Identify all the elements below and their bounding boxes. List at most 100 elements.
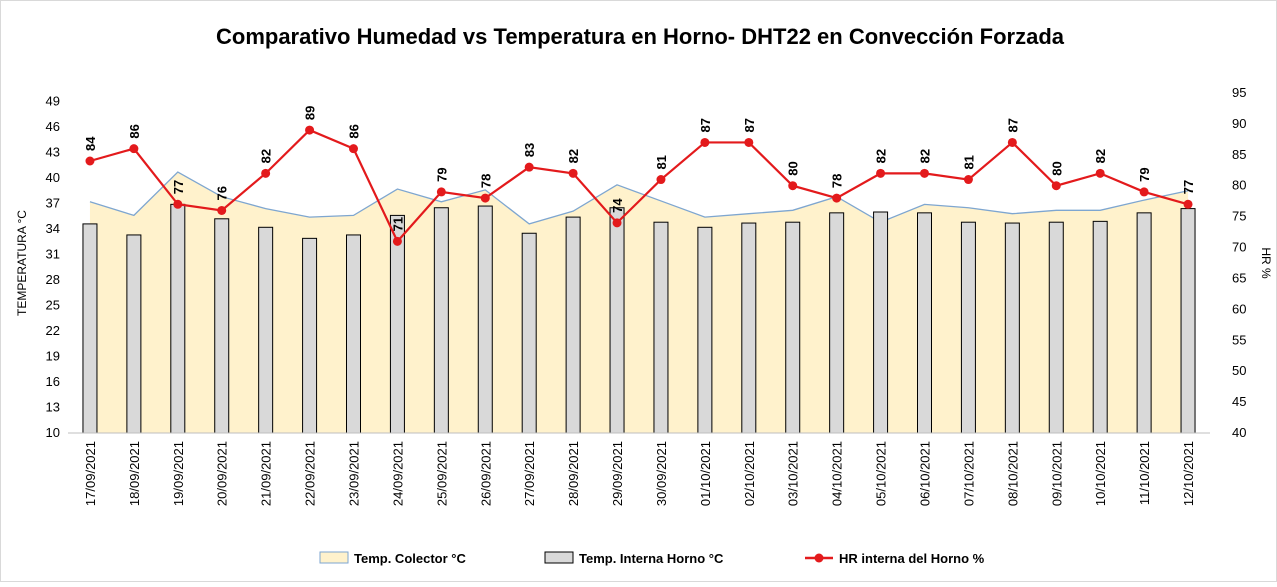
y-tick-label: 40 — [46, 170, 60, 185]
bar — [609, 207, 625, 434]
data-label: 87 — [698, 118, 713, 132]
line-marker — [832, 193, 842, 203]
x-tick-label: 25/09/2021 — [434, 441, 449, 506]
y2-tick-label: 75 — [1232, 209, 1246, 224]
bar — [82, 223, 98, 434]
bar — [346, 234, 361, 434]
x-tick-label: 05/10/2021 — [874, 441, 889, 506]
data-label: 89 — [303, 106, 318, 120]
bar — [389, 214, 405, 434]
line-marker — [656, 175, 666, 185]
x-tick-label: 07/10/2021 — [961, 441, 976, 506]
legend-marker — [814, 553, 824, 563]
bar — [785, 221, 801, 434]
y2-tick-label: 50 — [1232, 363, 1246, 378]
x-tick-label: 18/09/2021 — [127, 441, 142, 506]
line-marker — [1051, 181, 1061, 191]
x-tick-label: 03/10/2021 — [786, 441, 801, 506]
bar — [1180, 208, 1196, 434]
line-marker — [612, 218, 622, 228]
x-tick-label: 21/09/2021 — [259, 441, 274, 506]
x-tick-label: 01/10/2021 — [698, 441, 713, 506]
data-label: 80 — [1049, 161, 1064, 175]
bar — [1092, 220, 1108, 434]
line-marker — [568, 168, 578, 178]
x-tick-label: 22/09/2021 — [303, 441, 318, 506]
data-label: 86 — [127, 124, 142, 138]
data-label: 79 — [434, 167, 449, 181]
line-marker — [436, 187, 446, 197]
line-marker — [129, 144, 139, 154]
x-tick-label: 30/09/2021 — [654, 441, 669, 506]
data-label: 78 — [830, 174, 845, 188]
bar — [917, 212, 932, 434]
bar — [1136, 212, 1152, 434]
data-label: 82 — [918, 149, 933, 163]
line-marker — [1007, 137, 1017, 147]
line-marker — [217, 205, 227, 215]
data-label: 87 — [1005, 118, 1020, 132]
x-tick-label: 08/10/2021 — [1005, 441, 1020, 506]
line-marker — [524, 162, 534, 172]
line-marker — [700, 137, 710, 147]
bar — [829, 212, 845, 434]
x-tick-label: 26/09/2021 — [478, 441, 493, 506]
x-tick-label: 17/09/2021 — [83, 441, 98, 506]
data-label: 82 — [566, 149, 581, 163]
x-tick-label: 10/10/2021 — [1093, 441, 1108, 506]
y-tick-label: 34 — [46, 221, 60, 236]
bar — [653, 221, 669, 434]
bar — [741, 222, 757, 434]
bar — [433, 207, 449, 434]
line-marker — [1139, 187, 1149, 197]
y2-tick-label: 45 — [1232, 394, 1246, 409]
bar — [1004, 222, 1020, 434]
data-label: 87 — [742, 118, 757, 132]
line-marker — [480, 193, 490, 203]
line-marker — [1095, 168, 1105, 178]
y-tick-label: 13 — [46, 400, 60, 415]
y2-tick-label: 60 — [1232, 301, 1246, 316]
y-axis-title: TEMPERATURA °C — [15, 210, 29, 316]
line-marker — [876, 168, 886, 178]
line-marker — [392, 236, 402, 246]
x-tick-label: 02/10/2021 — [742, 441, 757, 506]
bar — [477, 205, 493, 434]
y2-tick-label: 70 — [1232, 240, 1246, 255]
line-marker — [963, 175, 973, 185]
area — [89, 172, 1189, 434]
bar — [214, 218, 230, 434]
data-label: 77 — [171, 180, 186, 194]
y2-tick-label: 90 — [1232, 116, 1246, 131]
data-label: 77 — [1181, 180, 1196, 194]
y-tick-label: 31 — [46, 247, 60, 262]
x-tick-label: 11/10/2021 — [1137, 441, 1152, 505]
legend-label: HR interna del Horno % — [839, 551, 985, 566]
data-label: 74 — [610, 198, 625, 213]
bar — [873, 211, 889, 434]
line-marker — [85, 156, 95, 166]
data-label: 76 — [215, 186, 230, 200]
data-label: 80 — [786, 161, 801, 175]
y-tick-label: 43 — [46, 145, 60, 160]
data-label: 81 — [654, 155, 669, 169]
y2-tick-label: 80 — [1232, 178, 1246, 193]
y2-axis-title: HR % — [1259, 247, 1273, 279]
data-label: 83 — [522, 143, 537, 157]
bar — [697, 226, 713, 434]
data-label: 81 — [961, 155, 976, 169]
bar — [1048, 221, 1064, 434]
bar — [960, 221, 976, 434]
x-tick-label: 06/10/2021 — [918, 441, 933, 506]
x-tick-label: 27/09/2021 — [522, 441, 537, 506]
y-tick-label: 19 — [46, 349, 60, 364]
data-label: 71 — [390, 217, 405, 231]
bar — [302, 237, 318, 434]
legend-swatch — [319, 551, 349, 564]
bar — [565, 216, 581, 434]
x-tick-label: 20/09/2021 — [215, 441, 230, 506]
y-tick-label: 28 — [46, 272, 60, 287]
x-tick-label: 09/10/2021 — [1049, 441, 1064, 506]
data-label: 86 — [347, 124, 362, 138]
